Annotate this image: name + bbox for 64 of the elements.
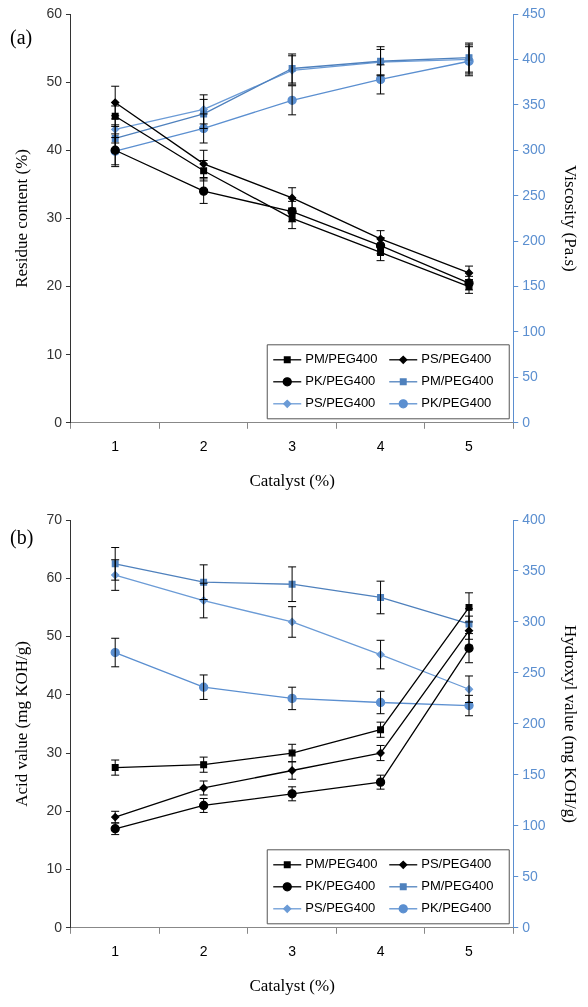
y-axis-title: Acid value (mg KOH/g) [11, 641, 31, 807]
y2-axis-title: Viscosity (Pa.s) [561, 165, 581, 272]
x-tick-label: 1 [111, 438, 120, 455]
legend-label: PS/PEG400 [305, 395, 376, 411]
y2-tick-label: 400 [522, 510, 546, 527]
legend-label: PS/PEG400 [305, 900, 376, 916]
legend-label: PM/PEG400 [421, 373, 494, 389]
x-tick-label: 5 [465, 438, 474, 455]
y2-tick-label: 400 [522, 50, 546, 67]
y2-tick-label: 50 [522, 368, 539, 385]
text: (a) [10, 26, 33, 49]
legend-label: PK/PEG400 [421, 395, 492, 411]
x-tick-label: 4 [376, 438, 385, 455]
y-tick-label: 60 [46, 4, 63, 21]
legend-label: PK/PEG400 [421, 900, 492, 916]
x-axis-title: Catalyst (%) [249, 976, 335, 996]
y2-tick-label: 350 [522, 561, 546, 578]
x-tick-label: 2 [199, 943, 208, 960]
legend-label: PK/PEG400 [305, 878, 376, 894]
x-tick-label: 3 [288, 943, 297, 960]
y2-tick-label: 150 [522, 765, 546, 782]
y-tick-label: 40 [46, 685, 63, 702]
y2-tick-label: 100 [522, 322, 546, 339]
legend-label: PM/PEG400 [421, 878, 494, 894]
x-axis-title: Catalyst (%) [249, 471, 335, 491]
y-tick-label: 30 [46, 743, 63, 760]
y2-tick-label: 200 [522, 714, 546, 731]
legend-label: PM/PEG400 [305, 351, 378, 367]
y2-tick-label: 100 [522, 816, 546, 833]
x-tick-label: 5 [465, 943, 474, 960]
y2-tick-label: 50 [522, 867, 539, 884]
y-tick-label: 70 [46, 510, 63, 527]
y2-axis-title: Hydroxyl value (mg KOH/g) [561, 624, 581, 823]
y-tick-label: 10 [46, 860, 63, 877]
x-tick-label: 1 [111, 943, 120, 960]
y2-tick-label: 250 [522, 186, 546, 203]
x-tick-label: 4 [376, 943, 385, 960]
y2-tick-label: 300 [522, 141, 546, 158]
y-tick-label: 30 [46, 209, 63, 226]
x-tick-label: 3 [288, 438, 297, 455]
y-axis-title: Residue content (%) [11, 149, 31, 288]
y-tick-label: 50 [46, 72, 63, 89]
y2-tick-label: 250 [522, 663, 546, 680]
y2-tick-label: 0 [522, 918, 531, 935]
y2-tick-label: 200 [522, 231, 546, 248]
y-tick-label: 50 [46, 627, 63, 644]
y2-tick-label: 0 [522, 413, 531, 430]
legend-label: PS/PEG400 [421, 351, 492, 367]
legend-label: PK/PEG400 [305, 373, 376, 389]
y-tick-label: 10 [46, 345, 63, 362]
y2-tick-label: 300 [522, 612, 546, 629]
y-tick-label: 0 [54, 413, 63, 430]
y2-tick-label: 450 [522, 4, 546, 21]
y-tick-label: 20 [46, 802, 63, 819]
legend-label: PM/PEG400 [305, 856, 378, 872]
y2-tick-label: 350 [522, 95, 546, 112]
x-tick-label: 2 [199, 438, 208, 455]
y-tick-label: 60 [46, 569, 63, 586]
text: (b) [10, 526, 34, 549]
legend-label: PS/PEG400 [421, 856, 492, 872]
y-tick-label: 40 [46, 141, 63, 158]
y2-tick-label: 150 [522, 277, 546, 294]
y-tick-label: 20 [46, 277, 63, 294]
y-tick-label: 0 [54, 918, 63, 935]
